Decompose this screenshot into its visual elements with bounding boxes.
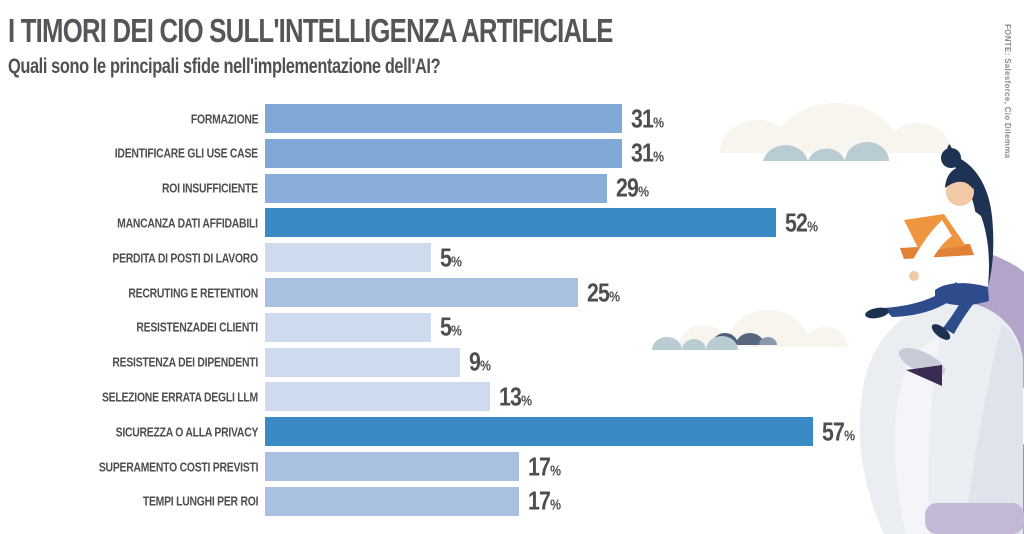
chart-row: FORMAZIONE 31% <box>0 103 1024 133</box>
chart-row: MANCANZA DATI AFFIDABILI 52% <box>0 207 1024 238</box>
value-label: 17% <box>528 451 562 481</box>
leg <box>884 282 962 317</box>
value-unit: % <box>638 183 650 201</box>
category-label: RESISTENZADEI CLIENTI <box>136 319 258 335</box>
category-label: RESISTENZA DEI DIPENDENTI <box>112 354 258 370</box>
chart-row: SELEZIONE ERRATA DEGLI LLM 13% <box>0 381 1024 412</box>
value-unit: % <box>844 427 856 445</box>
arm <box>908 220 952 280</box>
chart-row: ROI INSUFFICIENTE 29% <box>0 172 1024 203</box>
category-label: IDENTIFICARE GLI USE CASE <box>114 145 258 161</box>
value-label: 31% <box>631 137 665 168</box>
page-subtitle: Quali sono le principali sfide nell'impl… <box>8 55 441 78</box>
clouds-middle <box>652 310 847 350</box>
value-label: 31% <box>631 103 665 133</box>
bar <box>265 208 776 238</box>
clouds-top <box>720 103 952 161</box>
value-unit: % <box>521 392 533 410</box>
category-label: RECRUTING E RETENTION <box>128 285 258 300</box>
category-label: PERDITA DI POSTI DI LAVORO <box>112 250 258 266</box>
chart-row: RECRUTING E RETENTION 25% <box>0 277 1024 307</box>
value-label: 25% <box>587 277 621 307</box>
value-unit: % <box>609 288 621 305</box>
bar <box>265 452 519 481</box>
category-label: SICUREZZA O ALLA PRIVACY <box>115 424 258 440</box>
chart-row: TEMPI LUNGHI PER ROI 17% <box>0 485 1024 516</box>
face <box>946 178 974 206</box>
value-unit: % <box>480 357 491 375</box>
leg <box>943 292 978 334</box>
value-label: 17% <box>528 485 562 516</box>
value-unit: % <box>451 322 462 340</box>
value-label: 52% <box>785 207 819 238</box>
bar <box>265 312 431 342</box>
bar <box>265 243 431 273</box>
bar <box>265 347 460 377</box>
value-unit: % <box>807 218 819 236</box>
value-label: 29% <box>616 172 650 203</box>
chart-row: SICUREZZA O ALLA PRIVACY 57% <box>0 416 1024 447</box>
category-label: SELEZIONE ERRATA DEGLI LLM <box>102 389 258 405</box>
robot-head-illustration <box>652 103 1024 534</box>
chart-row: RESISTENZA DEI DIPENDENTI 9% <box>0 346 1024 377</box>
category-label: SUPERAMENTO COSTI PREVISTI <box>98 459 259 474</box>
value-label: 13% <box>499 381 533 412</box>
value-label: 57% <box>822 416 856 447</box>
category-label: ROI INSUFFICIENTE <box>162 180 258 196</box>
bar <box>265 417 813 447</box>
chart-row: IDENTIFICARE GLI USE CASE 31% <box>0 137 1024 168</box>
value-label: 9% <box>469 346 491 377</box>
hand <box>909 271 919 281</box>
bar <box>265 104 622 133</box>
bar <box>265 486 519 516</box>
value-unit: % <box>451 253 462 271</box>
robot-eye <box>906 365 942 386</box>
bar <box>265 382 490 412</box>
value-unit: % <box>550 462 562 479</box>
chart-row: PERDITA DI POSTI DI LAVORO 5% <box>0 242 1024 273</box>
value-unit: % <box>653 114 665 131</box>
value-unit: % <box>653 148 665 166</box>
shoe <box>931 324 951 340</box>
source-note: FONTE: Salesforce, Cio Dilemma <box>1003 24 1012 159</box>
bar <box>265 173 607 203</box>
woman-with-laptop <box>865 144 994 340</box>
chart-row: SUPERAMENTO COSTI PREVISTI 17% <box>0 451 1024 481</box>
value-unit: % <box>550 496 562 514</box>
bar <box>265 138 622 168</box>
page-title: I TIMORI DEI CIO SULL'INTELLIGENZA ARTIF… <box>8 12 613 49</box>
category-label: TEMPI LUNGHI PER ROI <box>142 493 259 509</box>
bar <box>265 278 578 307</box>
chart-row: RESISTENZADEI CLIENTI 5% <box>0 311 1024 342</box>
value-label: 5% <box>440 242 462 273</box>
value-label: 5% <box>440 311 462 342</box>
robot-head <box>859 250 1024 534</box>
category-label: MANCANZA DATI AFFIDABILI <box>117 215 258 231</box>
category-label: FORMAZIONE <box>190 111 258 126</box>
shoe <box>865 307 889 319</box>
